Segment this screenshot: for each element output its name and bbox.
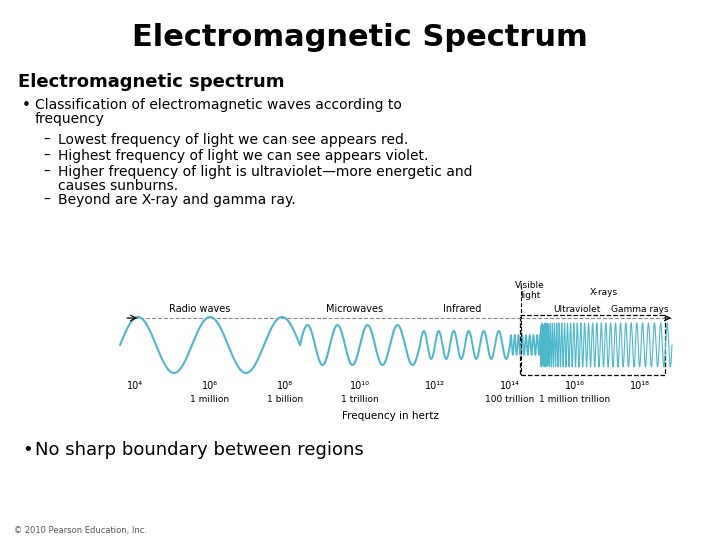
Text: –: – <box>43 193 50 207</box>
Text: 10⁸: 10⁸ <box>277 381 293 391</box>
Text: Classification of electromagnetic waves according to: Classification of electromagnetic waves … <box>35 98 402 112</box>
Text: Higher frequency of light is ultraviolet—more energetic and: Higher frequency of light is ultraviolet… <box>58 165 472 179</box>
Text: Electromagnetic spectrum: Electromagnetic spectrum <box>18 73 284 91</box>
Text: 1 million: 1 million <box>190 395 230 404</box>
Text: Frequency in hertz: Frequency in hertz <box>341 411 438 421</box>
Text: Ultraviolet: Ultraviolet <box>553 305 600 314</box>
Text: 10¹⁸: 10¹⁸ <box>630 381 650 391</box>
Text: Visible: Visible <box>515 281 545 290</box>
Text: 10¹⁰: 10¹⁰ <box>350 381 370 391</box>
Text: 1 trillion: 1 trillion <box>341 395 379 404</box>
Text: X-rays: X-rays <box>590 288 618 297</box>
Text: Lowest frequency of light we can see appears red.: Lowest frequency of light we can see app… <box>58 133 408 147</box>
Text: –: – <box>43 165 50 179</box>
Text: Microwaves: Microwaves <box>326 304 384 314</box>
Text: 10⁶: 10⁶ <box>202 381 218 391</box>
Text: Beyond are X-ray and gamma ray.: Beyond are X-ray and gamma ray. <box>58 193 296 207</box>
Text: © 2010 Pearson Education, Inc.: © 2010 Pearson Education, Inc. <box>14 525 147 535</box>
Text: 1 billion: 1 billion <box>267 395 303 404</box>
Text: 10⁴: 10⁴ <box>127 381 143 391</box>
Text: 10¹⁶: 10¹⁶ <box>565 381 585 391</box>
Text: •: • <box>22 441 32 459</box>
Text: 10¹⁴: 10¹⁴ <box>500 381 520 391</box>
Text: causes sunburns.: causes sunburns. <box>58 179 178 193</box>
Text: –: – <box>43 133 50 147</box>
Text: No sharp boundary between regions: No sharp boundary between regions <box>35 441 364 459</box>
Text: Radio waves: Radio waves <box>169 304 230 314</box>
Text: light: light <box>520 291 540 300</box>
Text: –: – <box>43 149 50 163</box>
Text: 1 million trillion: 1 million trillion <box>539 395 611 404</box>
Text: Electromagnetic Spectrum: Electromagnetic Spectrum <box>132 24 588 52</box>
Text: •: • <box>22 98 31 112</box>
Text: Gamma rays: Gamma rays <box>611 305 669 314</box>
Text: 100 trillion: 100 trillion <box>485 395 535 404</box>
Text: Highest frequency of light we can see appears violet.: Highest frequency of light we can see ap… <box>58 149 428 163</box>
Text: frequency: frequency <box>35 112 104 126</box>
Text: 10¹²: 10¹² <box>425 381 445 391</box>
Text: Infrared: Infrared <box>443 304 481 314</box>
